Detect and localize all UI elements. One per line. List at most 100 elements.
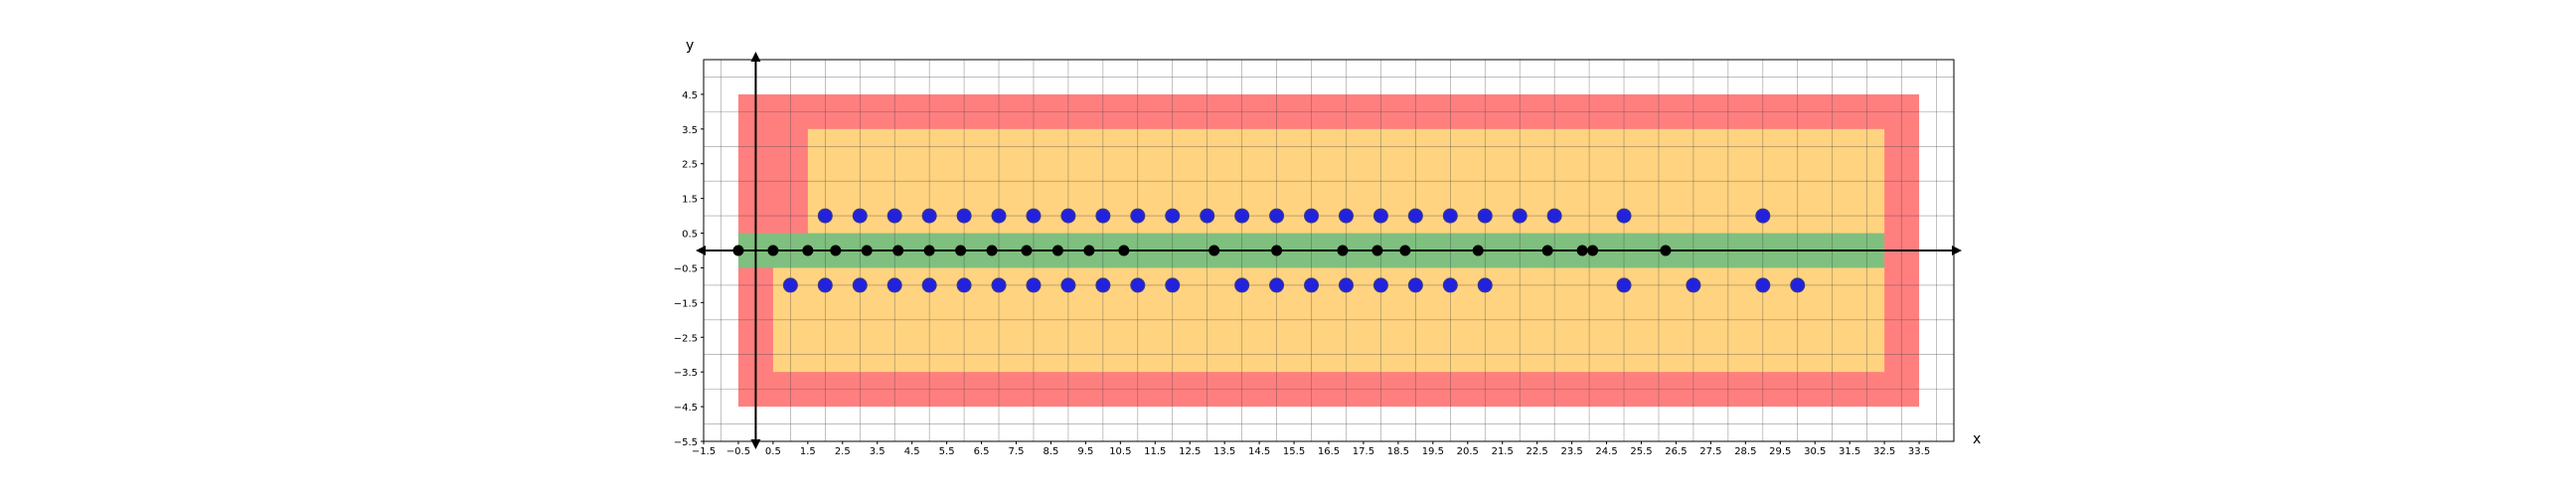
axis-point bbox=[1337, 245, 1349, 256]
x-tick-label: 24.5 bbox=[1595, 446, 1617, 457]
x-tick-label: 4.5 bbox=[904, 446, 920, 457]
blue-point bbox=[921, 277, 937, 293]
x-tick-label: 28.5 bbox=[1734, 446, 1756, 457]
axis-point bbox=[767, 245, 779, 256]
blue-point bbox=[1304, 208, 1320, 224]
x-tick-label: 10.5 bbox=[1109, 446, 1131, 457]
y-tick-label: −1.5 bbox=[674, 298, 698, 309]
axis-point bbox=[986, 245, 998, 256]
y-tick-label: −3.5 bbox=[674, 368, 698, 379]
y-tick-label: 2.5 bbox=[682, 160, 698, 171]
blue-point bbox=[1407, 208, 1423, 224]
blue-point bbox=[1130, 208, 1146, 224]
blue-point bbox=[1095, 277, 1111, 293]
blue-point bbox=[1060, 277, 1076, 293]
blue-point bbox=[1512, 208, 1528, 224]
x-tick-label: 16.5 bbox=[1318, 446, 1340, 457]
x-tick-label: 33.5 bbox=[1908, 446, 1930, 457]
blue-point bbox=[1234, 208, 1250, 224]
axis-point bbox=[1399, 245, 1411, 256]
blue-point bbox=[852, 208, 868, 224]
blue-point bbox=[1616, 277, 1632, 293]
x-tick-label: 31.5 bbox=[1839, 446, 1860, 457]
blue-point bbox=[886, 277, 902, 293]
x-tick-label: 0.5 bbox=[765, 446, 781, 457]
axis-point bbox=[1576, 245, 1588, 256]
blue-point bbox=[1095, 208, 1111, 224]
x-tick-label: 32.5 bbox=[1873, 446, 1895, 457]
blue-point bbox=[1442, 277, 1458, 293]
x-tick-label: 25.5 bbox=[1630, 446, 1652, 457]
x-tick-label: 13.5 bbox=[1213, 446, 1235, 457]
x-tick-label: 20.5 bbox=[1457, 446, 1479, 457]
axis-point bbox=[1472, 245, 1484, 256]
x-tick-label: 1.5 bbox=[800, 446, 816, 457]
blue-point bbox=[1442, 208, 1458, 224]
x-axis-label: x bbox=[1973, 431, 1981, 447]
x-tick-label: 8.5 bbox=[1043, 446, 1058, 457]
y-axis-arrow-down bbox=[750, 439, 761, 449]
x-tick-label: 15.5 bbox=[1283, 446, 1305, 457]
axis-point bbox=[732, 245, 744, 256]
y-tick-label: 1.5 bbox=[682, 195, 698, 206]
x-tick-label: −0.5 bbox=[726, 446, 750, 457]
blue-point bbox=[956, 208, 972, 224]
blue-point bbox=[1026, 277, 1042, 293]
blue-point bbox=[1616, 208, 1632, 224]
x-axis-arrow-right bbox=[1952, 246, 1962, 255]
blue-point bbox=[817, 277, 833, 293]
blue-point bbox=[1165, 208, 1181, 224]
blue-point bbox=[817, 208, 833, 224]
blue-point bbox=[1269, 208, 1285, 224]
blue-point bbox=[1234, 277, 1250, 293]
x-tick-label: 21.5 bbox=[1492, 446, 1514, 457]
x-tick-label: 6.5 bbox=[974, 446, 990, 457]
x-tick-label: 2.5 bbox=[835, 446, 851, 457]
x-tick-label: 29.5 bbox=[1769, 446, 1791, 457]
axis-point bbox=[1660, 245, 1672, 256]
y-axis-arrow-up bbox=[750, 52, 761, 62]
blue-point bbox=[1026, 208, 1042, 224]
x-tick-label: 30.5 bbox=[1804, 446, 1826, 457]
tick-labels: −1.5 −0.5 0.5 1.5 2.5 3.5 4.5 5.5 6.5 7.5 8.5 9.5 10… bbox=[674, 90, 1930, 457]
blue-point bbox=[991, 208, 1007, 224]
x-tick-label: 17.5 bbox=[1353, 446, 1374, 457]
x-tick-label: 18.5 bbox=[1387, 446, 1409, 457]
blue-point bbox=[1200, 208, 1215, 224]
blue-point bbox=[1755, 208, 1771, 224]
x-tick-label: 9.5 bbox=[1077, 446, 1093, 457]
x-tick-label: 5.5 bbox=[939, 446, 955, 457]
blue-point bbox=[1269, 277, 1285, 293]
axis-point bbox=[955, 245, 967, 256]
blue-point bbox=[1165, 277, 1181, 293]
axis-point bbox=[1021, 245, 1033, 256]
y-axis-label: y bbox=[686, 38, 694, 54]
x-tick-label: 27.5 bbox=[1699, 446, 1721, 457]
x-tick-label: 14.5 bbox=[1248, 446, 1270, 457]
axis-point bbox=[802, 245, 814, 256]
y-tick-label: 3.5 bbox=[682, 125, 698, 136]
blue-point bbox=[1790, 277, 1806, 293]
x-tick-label: 22.5 bbox=[1527, 446, 1548, 457]
x-axis-arrow-left bbox=[696, 246, 706, 255]
axis-point bbox=[1208, 245, 1220, 256]
blue-point bbox=[1546, 208, 1562, 224]
axis-point bbox=[1587, 245, 1599, 256]
y-tick-label: −5.5 bbox=[674, 437, 698, 448]
axis-point bbox=[830, 245, 842, 256]
x-tick-label: 12.5 bbox=[1179, 446, 1201, 457]
region-1 bbox=[772, 250, 1885, 373]
axis-point bbox=[1118, 245, 1130, 256]
blue-point bbox=[991, 277, 1007, 293]
axis-point bbox=[1051, 245, 1063, 256]
blue-point bbox=[852, 277, 868, 293]
blue-point bbox=[1372, 277, 1388, 293]
blue-point bbox=[1477, 208, 1493, 224]
y-tick-label: 0.5 bbox=[682, 230, 698, 241]
blue-point bbox=[1338, 277, 1354, 293]
blue-point bbox=[1060, 208, 1076, 224]
blue-point bbox=[1407, 277, 1423, 293]
y-tick-label: −0.5 bbox=[674, 263, 698, 274]
y-tick-label: −4.5 bbox=[674, 403, 698, 414]
